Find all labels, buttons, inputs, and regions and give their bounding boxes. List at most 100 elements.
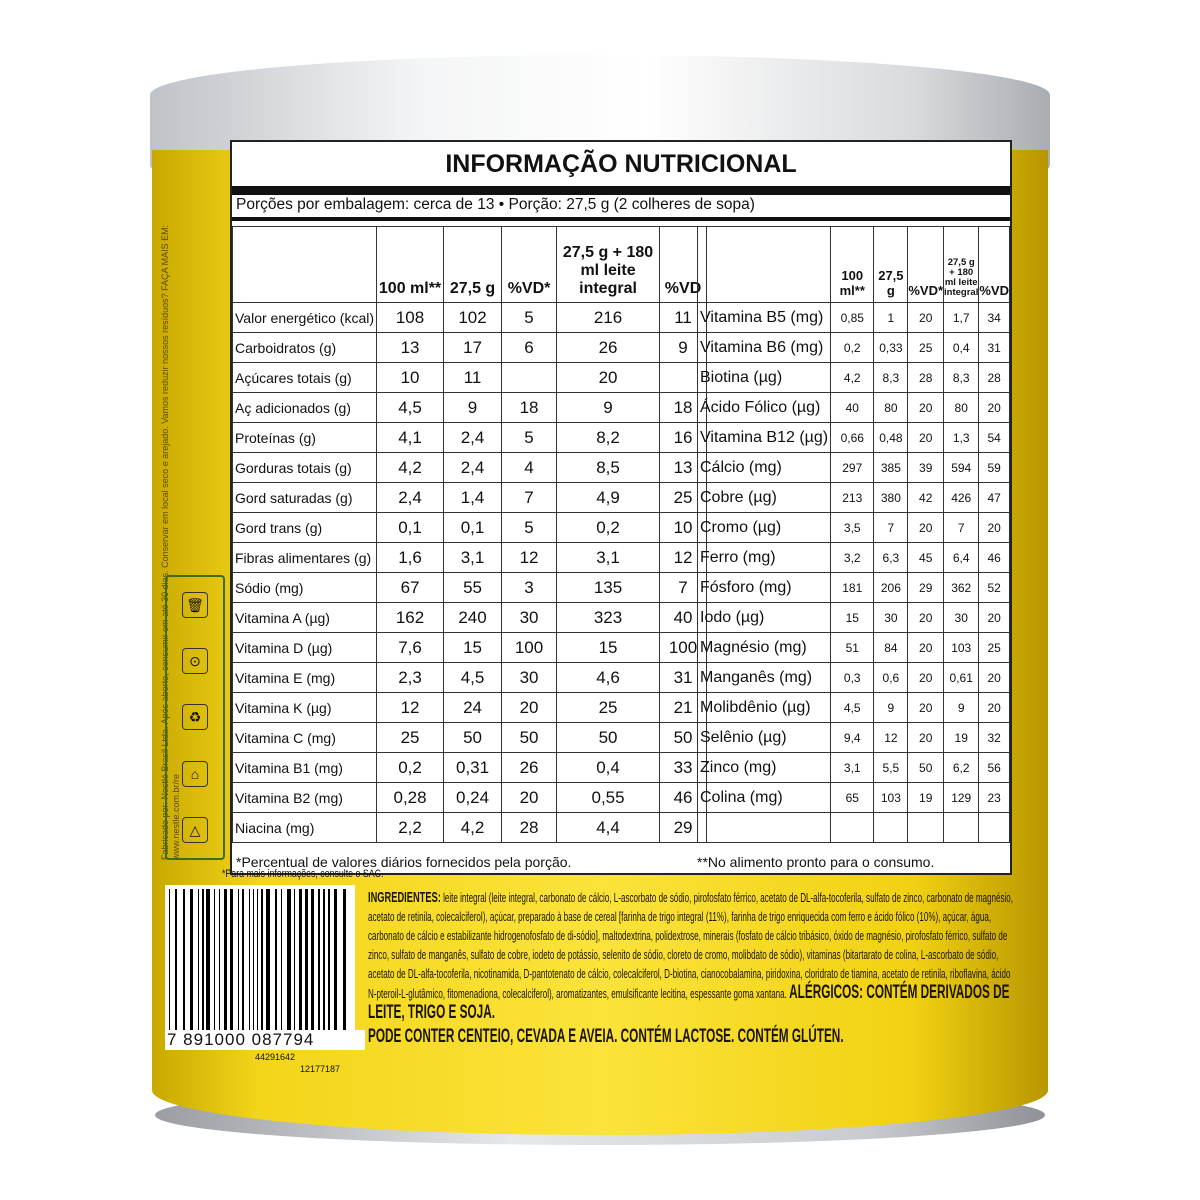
nutrient-name: Aç adicionados (g) <box>231 392 378 423</box>
portion-info: Porções por embalagem: cerca de 13 • Por… <box>236 196 755 213</box>
nutrient-value: 30 <box>943 602 980 633</box>
nutrient-value: 0,85 <box>830 302 875 333</box>
nutrient-value: 240 <box>443 602 503 633</box>
nutrient-name <box>696 812 832 843</box>
pebd-icon: △ <box>182 816 208 843</box>
barcode-bar <box>178 889 182 1031</box>
table-row: Vitamina D (µg) 7,6 15 100 15 100 <box>231 632 708 663</box>
divider <box>232 217 1010 221</box>
nutrient-value: 9 <box>556 392 661 423</box>
nutrient-value: 84 <box>873 632 909 663</box>
table-row: Selênio (µg) 9,4 12 20 19 32 <box>696 722 1010 753</box>
barcode-bar <box>189 889 194 1031</box>
nutrient-value: 9 <box>943 692 980 723</box>
nutrient-value: 0,3 <box>830 662 875 693</box>
nutrient-value <box>978 812 1010 843</box>
nutrient-value: 0,28 <box>376 782 445 813</box>
nutrient-value: 32 <box>978 722 1010 753</box>
barcode-bar <box>315 889 317 1031</box>
nutrient-value: 4,2 <box>443 812 503 843</box>
table-row: Vitamina B2 (mg) 0,28 0,24 20 0,55 46 <box>231 782 708 813</box>
nutrient-value: 6,4 <box>943 542 980 573</box>
nutrient-value: 0,66 <box>830 422 875 453</box>
nutrient-value: 6,2 <box>943 752 980 783</box>
nutrient-value: 80 <box>943 392 980 423</box>
nutrient-value: 31 <box>978 332 1010 363</box>
nutrient-value <box>830 812 875 843</box>
barcode-bar <box>256 889 258 1031</box>
barcode-bar <box>206 889 210 1031</box>
nutrient-value: 0,2 <box>830 332 875 363</box>
table-row: Vitamina E (mg) 2,3 4,5 30 4,6 31 <box>231 662 708 693</box>
nutrient-value: 24 <box>443 692 503 723</box>
nutrient-value: 40 <box>830 392 875 423</box>
nutrient-value: 0,24 <box>443 782 503 813</box>
nutrient-value: 29 <box>907 572 945 603</box>
nutrient-value: 4 <box>501 452 558 483</box>
table-row: Vitamina B12 (µg) 0,66 0,48 20 1,3 54 <box>696 422 1010 453</box>
nutrient-value: 9 <box>873 692 909 723</box>
nutrient-value: 8,3 <box>943 362 980 393</box>
nutrient-name: Gord saturadas (g) <box>231 482 378 513</box>
nutrient-value: 12 <box>501 542 558 573</box>
nutrient-value: 594 <box>943 452 980 483</box>
nutrient-value: 4,9 <box>556 482 661 513</box>
barcode-bar <box>200 889 201 1031</box>
nutrient-value: 67 <box>376 572 445 603</box>
table-row: Sódio (mg) 67 55 3 135 7 <box>231 572 708 603</box>
barcode-bar <box>322 889 325 1031</box>
barcode-bar <box>280 889 282 1031</box>
nutrient-name: Vitamina A (µg) <box>231 602 378 633</box>
nutrient-value: 2,3 <box>376 662 445 693</box>
nutrient-value: 5,5 <box>873 752 909 783</box>
nutrient-value: 25 <box>376 722 445 753</box>
nutrient-value: 5 <box>501 302 558 333</box>
nutrient-name: Sódio (mg) <box>231 572 378 603</box>
nutrient-value: 19 <box>943 722 980 753</box>
nutrient-value: 20 <box>501 782 558 813</box>
barcode-bar <box>287 889 291 1031</box>
barcode-bar <box>216 889 219 1031</box>
barcode-bar <box>318 889 320 1031</box>
barcode-bar <box>305 889 309 1031</box>
nutrient-value: 385 <box>873 452 909 483</box>
nutrient-value: 4,6 <box>556 662 661 693</box>
nutrient-value: 47 <box>978 482 1010 513</box>
nutrient-value: 11 <box>443 362 503 393</box>
bin-icon: 🗑 <box>182 592 208 619</box>
nutrient-value: 323 <box>556 602 661 633</box>
nutrient-value: 8,2 <box>556 422 661 453</box>
column-header: 100 ml** <box>830 226 875 303</box>
nutrient-value: 1,3 <box>943 422 980 453</box>
barcode-bar <box>260 889 264 1031</box>
nutrient-value: 20 <box>978 512 1010 543</box>
nutrient-value: 19 <box>907 782 945 813</box>
footnote-ready: **No alimento pronto para o consumo. <box>697 854 935 870</box>
nutrient-value: 206 <box>873 572 909 603</box>
nutrient-value: 5 <box>501 512 558 543</box>
nutrient-name: Vitamina C (mg) <box>231 722 378 753</box>
nutrient-value: 20 <box>907 422 945 453</box>
nutrient-value: 7,6 <box>376 632 445 663</box>
nutrient-value: 25 <box>907 332 945 363</box>
barcode-bar <box>326 889 328 1031</box>
nutrient-value: 1 <box>873 302 909 333</box>
nutrient-value: 65 <box>830 782 875 813</box>
nutrient-value: 80 <box>873 392 909 423</box>
table-row: Valor energético (kcal) 108 102 5 216 11 <box>231 302 708 333</box>
table-row: Molibdênio (µg) 4,5 9 20 9 20 <box>696 692 1010 723</box>
paper-icon: ⌂ <box>182 760 208 787</box>
nutrient-value: 20 <box>907 602 945 633</box>
nutrient-name: Gord trans (g) <box>231 512 378 543</box>
nutrient-value: 55 <box>443 572 503 603</box>
barcode-bar <box>245 889 248 1031</box>
may-contain: PODE CONTER CENTEIO, CEVADA E AVEIA. CON… <box>368 1026 844 1047</box>
table-row: Carboidratos (g) 13 17 6 26 9 <box>231 332 708 363</box>
table-row <box>696 812 1010 843</box>
nutrient-name: Fósforo (mg) <box>696 572 832 603</box>
nutrient-name: Valor energético (kcal) <box>231 302 378 333</box>
barcode-bar <box>310 889 315 1031</box>
barcode-bar <box>321 889 322 1031</box>
column-header: %VD* <box>501 226 558 303</box>
nutrient-name: Selênio (µg) <box>696 722 832 753</box>
